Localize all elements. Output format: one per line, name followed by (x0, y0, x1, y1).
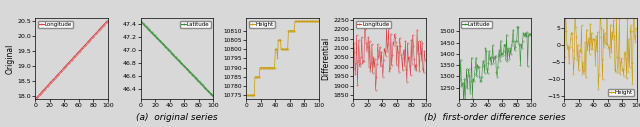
Legend: Longitude: Longitude (356, 21, 391, 28)
Text: (b)  first-order difference series: (b) first-order difference series (424, 113, 566, 122)
Legend: Longitude: Longitude (38, 21, 73, 28)
Legend: Height: Height (249, 21, 275, 28)
Text: (a)  original series: (a) original series (136, 113, 218, 122)
Y-axis label: Differential: Differential (322, 37, 331, 80)
Y-axis label: Original: Original (6, 43, 15, 74)
Legend: Latitude: Latitude (180, 21, 211, 28)
Legend: Height: Height (608, 89, 634, 96)
Legend: Latitude: Latitude (461, 21, 492, 28)
